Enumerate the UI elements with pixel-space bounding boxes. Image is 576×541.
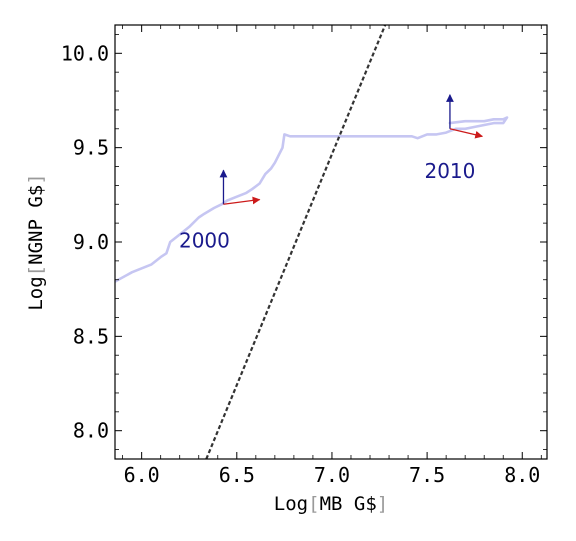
y-axis-label: Log[NGNP G$]	[25, 173, 47, 310]
x-tick-label: 7.5	[409, 463, 445, 487]
axis-ticks	[115, 25, 547, 459]
y-axis-label-inner: NGNP G$	[25, 185, 47, 265]
y-tick-label: 9.0	[73, 230, 109, 254]
x-tick-label: 6.0	[124, 463, 160, 487]
year-annotation: 2000	[179, 229, 230, 253]
x-axis-label-inner: MB G$	[320, 493, 377, 515]
x-axis-label-prefix: Log	[274, 493, 308, 515]
y-axis-label-open-bracket: [	[25, 265, 47, 276]
y-tick-label: 8.0	[73, 419, 109, 443]
x-axis-label: Log[MB G$]	[274, 493, 388, 515]
y-tick-label: 10.0	[61, 41, 109, 65]
y-tick-label: 8.5	[73, 324, 109, 348]
axis-tick-labels: 6.0 6.5 7.0 7.5 8.0 8.0 8.5 9.0 9.5 10.0	[61, 41, 540, 487]
year-annotation: 2010	[424, 159, 475, 183]
x-axis-label-close-bracket: ]	[377, 493, 388, 515]
horizontal-arrow-1	[223, 196, 261, 205]
annotations: 2000 2010	[179, 159, 475, 253]
x-axis-label-open-bracket: [	[308, 493, 319, 515]
y-tick-label: 9.5	[73, 136, 109, 160]
x-tick-label: 7.0	[314, 463, 350, 487]
y-axis-label-close-bracket: ]	[25, 173, 47, 184]
horizontal-arrow-3	[449, 128, 484, 139]
y-axis-label-prefix: Log	[25, 276, 47, 310]
x-tick-label: 8.0	[504, 463, 540, 487]
plot-area	[115, 25, 509, 459]
trajectory-series	[115, 116, 509, 283]
x-tick-label: 6.5	[219, 463, 255, 487]
dashed-line-series	[205, 25, 387, 459]
